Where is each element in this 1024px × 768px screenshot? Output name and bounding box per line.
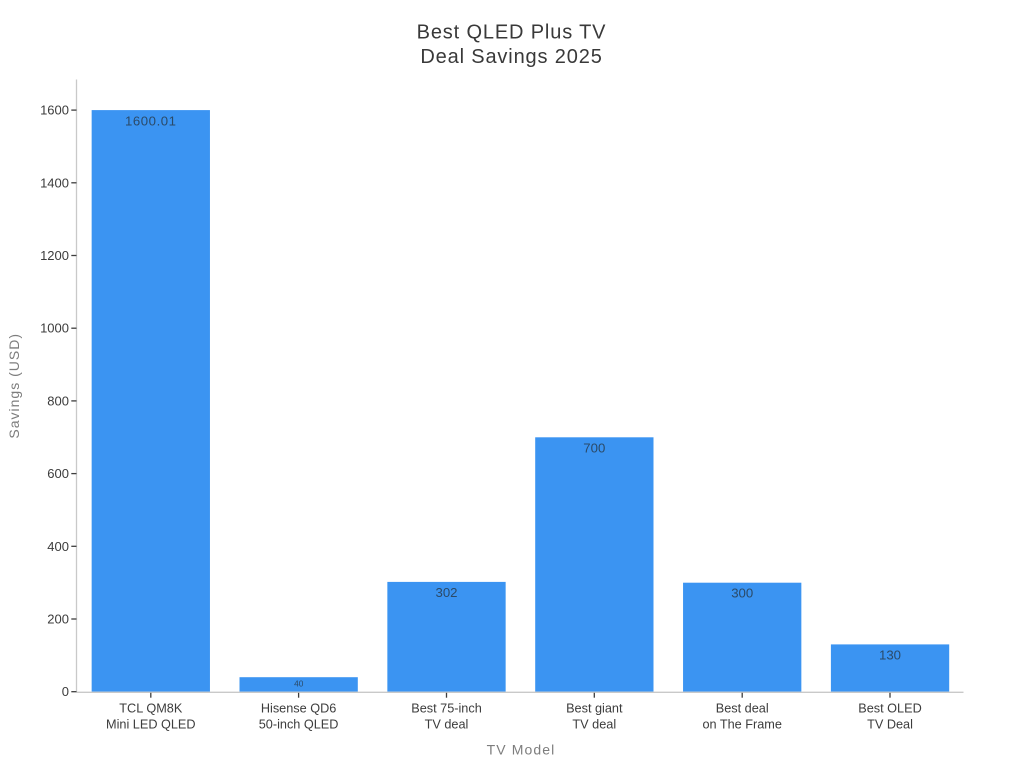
svg-text:700: 700 <box>583 440 605 455</box>
svg-text:on The Frame: on The Frame <box>702 717 781 731</box>
svg-text:TV Deal: TV Deal <box>867 717 913 731</box>
svg-text:Savings (USD): Savings (USD) <box>6 333 22 439</box>
svg-text:300: 300 <box>731 586 753 601</box>
svg-text:Hisense QD6: Hisense QD6 <box>261 702 336 716</box>
svg-text:Best giant: Best giant <box>566 702 623 716</box>
svg-text:1200: 1200 <box>40 248 69 263</box>
svg-text:Mini LED QLED: Mini LED QLED <box>106 717 196 731</box>
svg-text:1400: 1400 <box>40 175 69 190</box>
svg-text:130: 130 <box>879 647 901 662</box>
svg-text:1600.01: 1600.01 <box>125 113 177 128</box>
svg-text:TV deal: TV deal <box>572 717 616 731</box>
svg-text:50-inch QLED: 50-inch QLED <box>259 717 339 731</box>
svg-text:TCL QM8K: TCL QM8K <box>119 702 183 716</box>
svg-text:Deal Savings 2025: Deal Savings 2025 <box>420 46 602 68</box>
svg-text:40: 40 <box>294 679 304 689</box>
svg-text:Best QLED Plus TV: Best QLED Plus TV <box>417 22 607 44</box>
svg-text:600: 600 <box>47 466 69 481</box>
svg-text:TV Model: TV Model <box>487 742 556 758</box>
svg-text:Best OLED: Best OLED <box>858 702 921 716</box>
svg-text:TV deal: TV deal <box>425 717 469 731</box>
svg-text:Best deal: Best deal <box>716 702 769 716</box>
svg-text:0: 0 <box>62 684 69 699</box>
svg-text:200: 200 <box>47 612 69 627</box>
svg-text:302: 302 <box>435 585 457 600</box>
svg-text:Best 75-inch: Best 75-inch <box>411 702 482 716</box>
svg-text:400: 400 <box>47 539 69 554</box>
svg-text:800: 800 <box>47 393 69 408</box>
svg-text:1600: 1600 <box>40 103 69 118</box>
svg-text:1000: 1000 <box>40 321 69 336</box>
